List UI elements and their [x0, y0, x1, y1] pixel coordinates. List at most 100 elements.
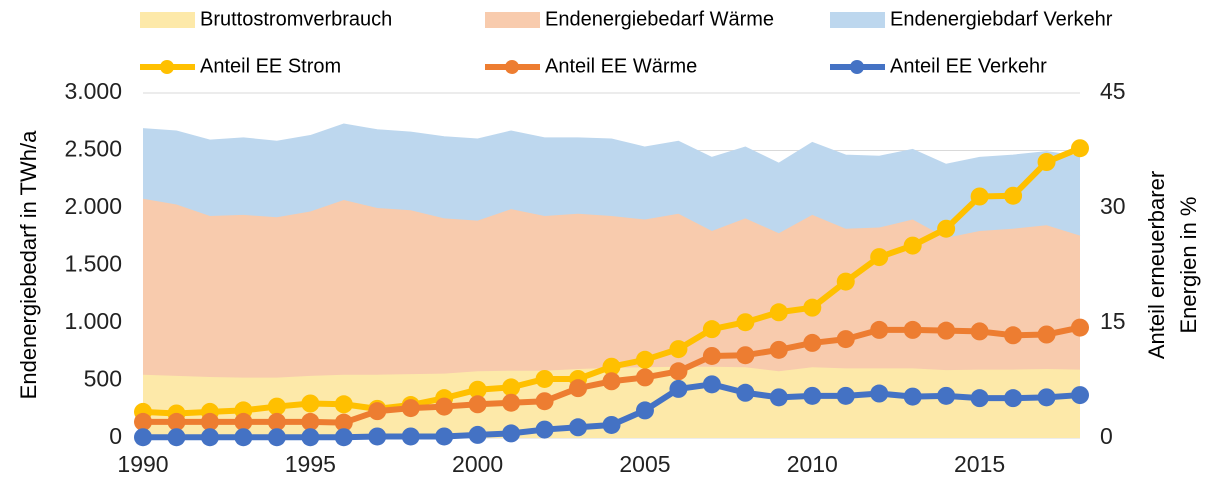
x-tick-label: 2005 — [619, 451, 670, 477]
y2-tick-label: 45 — [1100, 78, 1126, 104]
legend-label: Anteil EE Strom — [200, 55, 341, 77]
marker — [468, 395, 487, 414]
legend-swatch — [485, 12, 540, 28]
y-tick-label: 2.500 — [64, 136, 122, 162]
x-tick-label: 1990 — [117, 451, 168, 477]
marker — [1071, 139, 1089, 158]
area-fill — [143, 124, 1080, 238]
marker — [970, 187, 989, 206]
marker — [669, 379, 688, 398]
y-tick-label: 500 — [84, 366, 122, 392]
marker — [937, 219, 956, 238]
marker — [803, 298, 822, 317]
marker — [134, 428, 152, 447]
legend-label: Anteil EE Verkehr — [890, 55, 1047, 77]
marker — [234, 428, 253, 447]
marker — [435, 397, 454, 416]
y-tick-label: 3.000 — [64, 78, 122, 104]
marker — [1037, 153, 1056, 171]
marker — [736, 346, 755, 365]
marker — [702, 346, 721, 365]
marker — [401, 399, 420, 418]
marker — [435, 427, 454, 446]
marker — [234, 412, 253, 431]
y2-axis-label: Anteil erneuerbarer — [1144, 171, 1169, 359]
marker — [468, 380, 487, 399]
marker — [167, 412, 186, 431]
marker — [301, 428, 320, 447]
marker — [535, 420, 554, 439]
marker — [669, 362, 688, 381]
legend-label: Endenergiebedarf Wärme — [545, 8, 774, 30]
marker — [836, 330, 855, 349]
marker — [870, 248, 889, 267]
y2-tick-label: 15 — [1100, 308, 1126, 334]
marker — [134, 412, 152, 431]
marker — [1071, 318, 1089, 337]
y-tick-label: 2.000 — [64, 193, 122, 219]
marker — [502, 378, 521, 397]
legend-label: Bruttostromverbrauch — [200, 8, 392, 30]
marker — [736, 383, 755, 402]
marker — [903, 236, 922, 255]
x-tick-label: 2015 — [954, 451, 1005, 477]
marker — [1037, 388, 1056, 407]
marker — [267, 412, 286, 431]
marker — [635, 350, 654, 369]
marker — [167, 428, 186, 447]
x-tick-label: 1995 — [285, 451, 336, 477]
marker — [569, 379, 588, 398]
legend-marker — [850, 60, 864, 74]
marker — [937, 386, 956, 405]
legend-label: Anteil EE Wärme — [545, 55, 697, 77]
lines — [134, 139, 1089, 447]
marker — [368, 427, 387, 446]
marker — [602, 415, 621, 434]
marker — [803, 333, 822, 352]
marker — [334, 428, 353, 447]
marker — [301, 412, 320, 431]
marker — [200, 412, 219, 431]
marker — [836, 386, 855, 405]
marker — [803, 386, 822, 405]
marker — [903, 387, 922, 406]
y-tick-label: 1.500 — [64, 251, 122, 277]
marker — [1071, 386, 1089, 405]
legend-swatch — [140, 12, 195, 28]
y-tick-label: 1.000 — [64, 308, 122, 334]
marker — [635, 368, 654, 387]
marker — [702, 320, 721, 339]
marker — [200, 428, 219, 447]
marker — [836, 272, 855, 291]
legend-marker — [160, 60, 174, 74]
marker — [736, 313, 755, 332]
marker — [769, 303, 788, 322]
y-tick-label: 0 — [109, 423, 122, 449]
marker — [1004, 186, 1023, 205]
marker — [602, 357, 621, 376]
marker — [535, 369, 554, 388]
marker — [870, 320, 889, 339]
marker — [1004, 326, 1023, 345]
marker — [602, 372, 621, 391]
marker — [769, 340, 788, 359]
legend-swatch — [830, 12, 885, 28]
marker — [635, 401, 654, 420]
labels: 0 500 1.000 1.500 2.000 2.500 3.000 0 15 30 45 1990… — [64, 8, 1125, 477]
marker — [535, 392, 554, 411]
marker — [267, 428, 286, 447]
marker — [1004, 389, 1023, 408]
marker — [468, 425, 487, 444]
y-axis-label: Endenergiebedarf in TWh/a — [16, 130, 41, 399]
marker — [870, 384, 889, 403]
marker — [401, 427, 420, 446]
marker — [502, 424, 521, 443]
area-edge — [142, 123, 1081, 165]
y2-tick-label: 0 — [1100, 423, 1113, 449]
marker — [903, 320, 922, 339]
marker — [937, 321, 956, 340]
marker — [267, 397, 286, 416]
marker — [970, 322, 989, 341]
marker — [569, 418, 588, 437]
